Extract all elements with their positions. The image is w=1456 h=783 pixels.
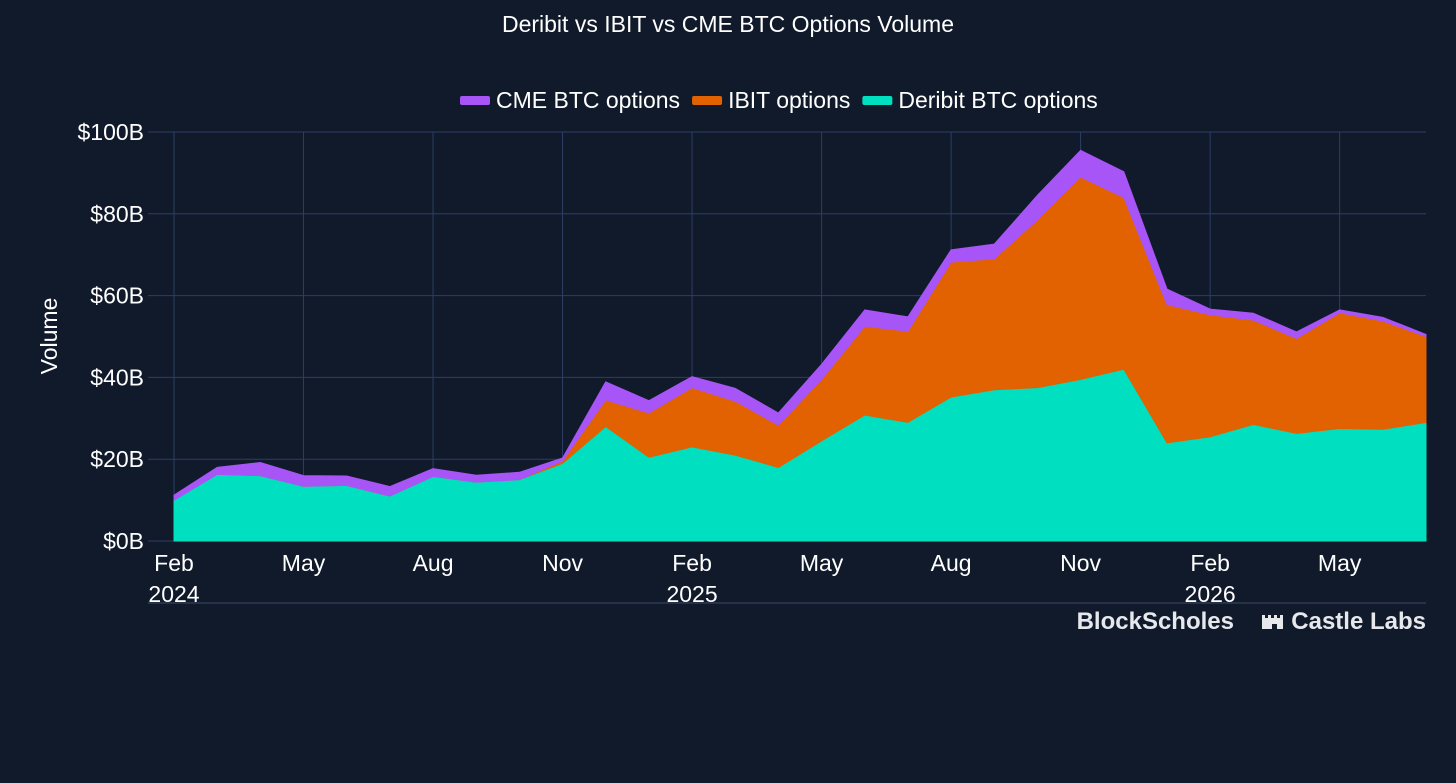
x-tick-label: Aug (413, 550, 454, 576)
legend-label-ibit-options: IBIT options (728, 87, 850, 113)
y-tick-label: $40B (90, 364, 144, 390)
x-tick-label: May (800, 550, 844, 576)
legend-swatch-ibit-options (692, 96, 723, 105)
y-tick-label: $80B (90, 201, 144, 227)
y-tick-label: $0B (103, 528, 144, 554)
x-tick-label: Feb (672, 550, 712, 576)
blockscholes-logo-text: BlockScholes (1077, 608, 1234, 635)
legend-label-cme-btc-options: CME BTC options (496, 87, 680, 113)
legend: CME BTC options IBIT options Deribit BTC o… (460, 87, 1098, 113)
castle-labs-logo: Castle Labs (1262, 608, 1426, 635)
legend-label-deribit-btc-options: Deribit BTC options (898, 87, 1097, 113)
area-cme-btc-options (173, 149, 1427, 501)
chart-title: Deribit vs IBIT vs CME BTC Options Volum… (502, 11, 954, 37)
x-tick-label: Nov (542, 550, 583, 576)
y-tick-label: $100B (77, 119, 144, 145)
legend-swatch-cme-btc-options (460, 96, 490, 105)
y-axis-label: Volume (36, 298, 62, 375)
legend-swatch-deribit-btc-options (862, 96, 893, 105)
area-series (173, 149, 1427, 542)
x-tick-label: Feb (1190, 550, 1230, 576)
x-tick-label: Nov (1060, 550, 1101, 576)
x-tick-label: May (1318, 550, 1362, 576)
blockscholes-logo: BlockScholes (1077, 608, 1234, 635)
y-tick-label: $60B (90, 283, 144, 309)
castle-icon (1262, 615, 1283, 629)
x-tick-label: May (282, 550, 326, 576)
x-tick-label: Feb (154, 550, 194, 576)
castle-labs-logo-text: Castle Labs (1291, 608, 1426, 635)
y-tick-label: $20B (90, 446, 144, 472)
x-tick-label: Aug (931, 550, 972, 576)
